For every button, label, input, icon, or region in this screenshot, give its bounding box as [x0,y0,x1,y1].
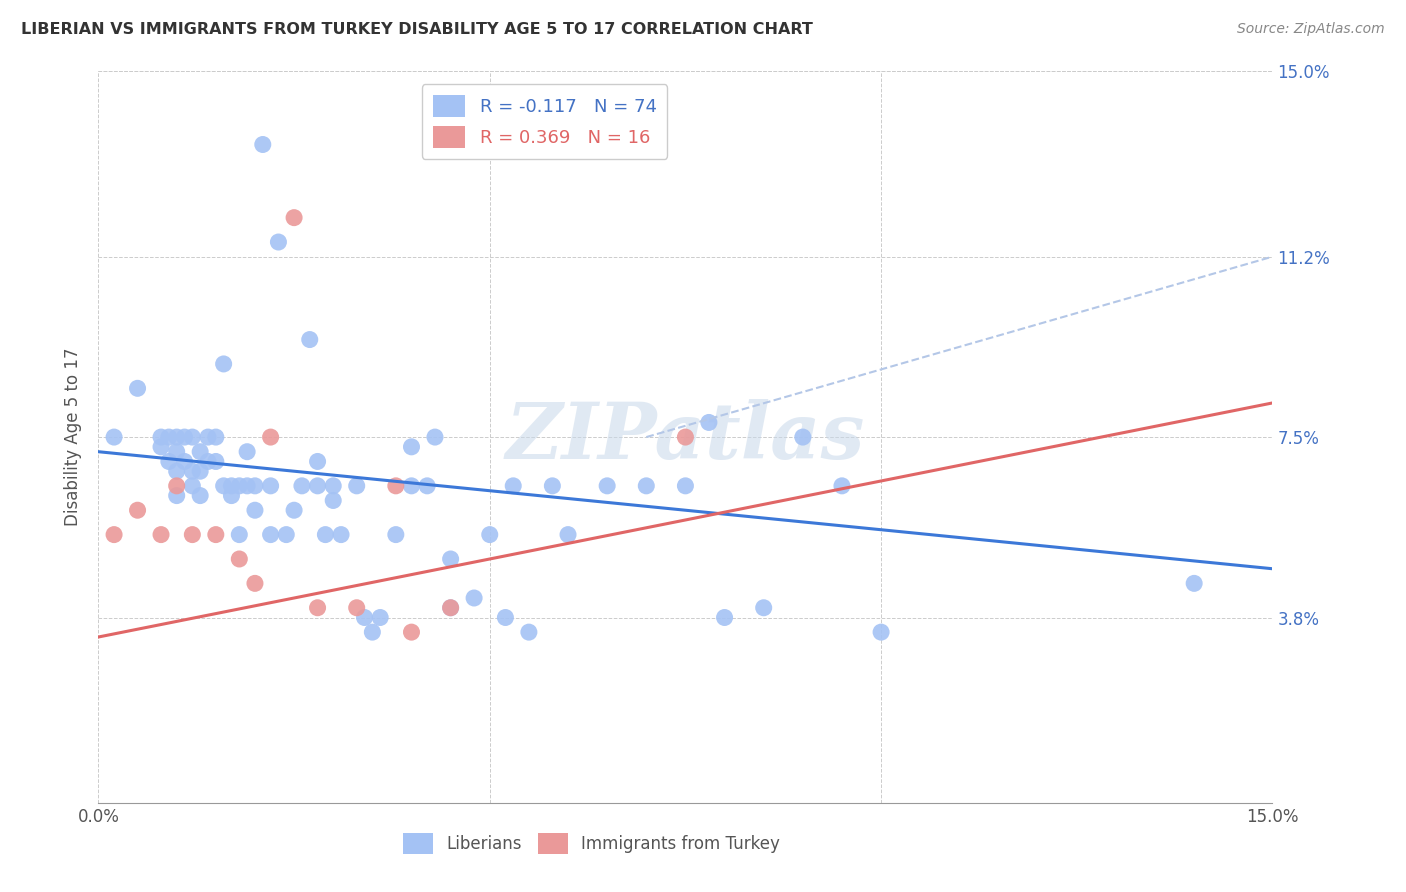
Text: ZIPatlas: ZIPatlas [506,399,865,475]
Point [541,479,564,493]
Legend: Liberians, Immigrants from Turkey: Liberians, Immigrants from Turkey [396,827,787,860]
Y-axis label: Disability Age 5 to 17: Disability Age 5 to 17 [65,348,83,526]
Point [752,600,775,615]
Point [173,430,195,444]
Point [276,527,298,541]
Point [307,600,329,615]
Point [283,503,305,517]
Point [385,527,408,541]
Point [385,479,408,493]
Point [181,430,204,444]
Point [150,527,173,541]
Point [221,489,243,503]
Point [267,235,290,249]
Point [494,610,516,624]
Point [675,430,697,444]
Point [197,454,219,468]
Point [291,479,314,493]
Point [557,527,579,541]
Point [463,591,485,605]
Point [1182,576,1205,591]
Point [361,625,384,640]
Point [212,479,235,493]
Point [103,527,125,541]
Point [353,610,375,624]
Point [243,479,266,493]
Point [157,454,180,468]
Point [675,479,697,493]
Point [283,211,305,225]
Point [401,479,423,493]
Point [259,527,281,541]
Point [212,357,235,371]
Point [181,527,204,541]
Point [236,479,259,493]
Point [368,610,391,624]
Point [166,479,188,493]
Point [831,479,853,493]
Point [228,527,250,541]
Point [197,430,219,444]
Point [150,430,173,444]
Point [181,464,204,478]
Point [205,454,228,468]
Point [259,479,281,493]
Point [636,479,658,493]
Point [127,503,149,517]
Point [205,430,228,444]
Point [330,527,353,541]
Point [298,333,321,347]
Point [173,454,195,468]
Point [188,464,211,478]
Point [401,440,423,454]
Point [127,381,149,395]
Point [517,625,540,640]
Point [166,464,188,478]
Point [307,479,329,493]
Point [478,527,501,541]
Point [243,576,266,591]
Point [870,625,893,640]
Point [314,527,336,541]
Point [166,430,188,444]
Point [188,489,211,503]
Point [440,552,463,566]
Point [596,479,619,493]
Point [157,430,180,444]
Point [440,600,463,615]
Point [713,610,735,624]
Point [401,625,423,640]
Point [322,479,344,493]
Point [697,416,720,430]
Point [243,503,266,517]
Point [228,552,250,566]
Point [792,430,814,444]
Point [166,489,188,503]
Point [221,479,243,493]
Point [166,444,188,458]
Point [322,493,344,508]
Text: Source: ZipAtlas.com: Source: ZipAtlas.com [1237,22,1385,37]
Point [423,430,446,444]
Point [228,479,250,493]
Point [307,454,329,468]
Point [150,440,173,454]
Text: LIBERIAN VS IMMIGRANTS FROM TURKEY DISABILITY AGE 5 TO 17 CORRELATION CHART: LIBERIAN VS IMMIGRANTS FROM TURKEY DISAB… [21,22,813,37]
Point [103,430,125,444]
Point [416,479,439,493]
Point [236,444,259,458]
Point [502,479,524,493]
Point [259,430,281,444]
Point [346,600,368,615]
Point [188,444,211,458]
Point [205,527,228,541]
Point [346,479,368,493]
Point [440,600,463,615]
Point [252,137,274,152]
Point [181,479,204,493]
